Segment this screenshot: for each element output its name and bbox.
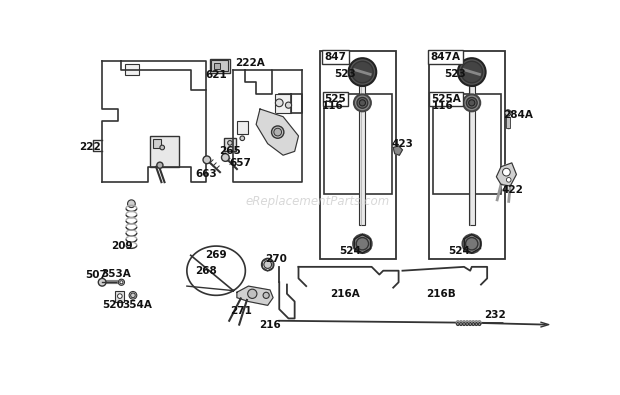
Text: 116: 116 — [432, 101, 453, 111]
Circle shape — [507, 177, 511, 182]
Bar — [430, 51, 505, 259]
Circle shape — [228, 141, 232, 145]
Circle shape — [503, 168, 510, 176]
Text: 525: 525 — [325, 94, 347, 104]
Text: 353A: 353A — [101, 269, 131, 279]
Polygon shape — [256, 109, 298, 155]
Circle shape — [360, 100, 365, 106]
Circle shape — [247, 289, 257, 298]
Circle shape — [128, 200, 135, 207]
Bar — [211, 60, 228, 71]
Circle shape — [357, 98, 368, 108]
Text: 216A: 216A — [330, 289, 360, 299]
Circle shape — [353, 235, 371, 253]
Circle shape — [120, 281, 123, 284]
Text: 269: 269 — [205, 250, 227, 260]
Text: 216B: 216B — [426, 289, 456, 299]
Bar — [153, 139, 161, 148]
Circle shape — [274, 128, 281, 136]
Text: 520: 520 — [102, 299, 124, 310]
Bar — [150, 136, 179, 167]
Bar — [320, 51, 396, 259]
Circle shape — [461, 61, 482, 83]
Bar — [433, 94, 501, 194]
Circle shape — [463, 94, 480, 111]
Bar — [115, 291, 125, 301]
Text: 507: 507 — [85, 269, 107, 280]
Circle shape — [118, 294, 122, 298]
Circle shape — [221, 154, 229, 162]
Circle shape — [356, 237, 368, 250]
Circle shape — [466, 98, 477, 108]
Polygon shape — [497, 163, 516, 186]
Circle shape — [505, 110, 511, 116]
Bar — [324, 94, 392, 194]
Text: 525A: 525A — [432, 94, 461, 104]
Circle shape — [463, 235, 481, 253]
Text: 621: 621 — [205, 70, 227, 80]
Circle shape — [263, 292, 269, 298]
Bar — [224, 138, 236, 150]
Text: 663: 663 — [195, 169, 217, 179]
Text: 284A: 284A — [503, 110, 533, 120]
Text: 222: 222 — [79, 143, 100, 152]
Text: 847A: 847A — [430, 52, 461, 62]
Circle shape — [262, 258, 274, 271]
Polygon shape — [393, 146, 402, 155]
Bar — [210, 59, 230, 73]
Circle shape — [99, 278, 106, 286]
Text: 423: 423 — [391, 139, 414, 149]
Text: 265: 265 — [219, 147, 241, 156]
Circle shape — [203, 156, 211, 164]
Circle shape — [275, 99, 283, 107]
Text: 116: 116 — [322, 101, 344, 111]
Text: 523: 523 — [334, 70, 356, 79]
Text: 523: 523 — [444, 70, 466, 79]
Circle shape — [264, 261, 272, 268]
Bar — [237, 120, 249, 134]
Circle shape — [118, 279, 125, 285]
Text: 209: 209 — [112, 241, 133, 251]
Text: 232: 232 — [484, 310, 506, 320]
Bar — [469, 86, 475, 224]
Text: 524: 524 — [339, 246, 361, 256]
Text: 222A: 222A — [235, 58, 265, 68]
Bar — [214, 63, 220, 69]
Circle shape — [285, 102, 291, 108]
Circle shape — [354, 94, 371, 111]
Text: 422: 422 — [502, 185, 523, 195]
Circle shape — [240, 136, 245, 141]
Bar — [275, 94, 291, 113]
Text: eReplacementParts.com: eReplacementParts.com — [246, 195, 390, 208]
Circle shape — [352, 61, 373, 83]
Circle shape — [458, 58, 485, 86]
Polygon shape — [237, 286, 273, 305]
Circle shape — [160, 145, 164, 150]
Text: 657: 657 — [230, 158, 252, 168]
Text: 524: 524 — [448, 246, 471, 256]
Circle shape — [469, 100, 475, 106]
Circle shape — [348, 58, 376, 86]
Bar — [360, 86, 366, 224]
Circle shape — [272, 126, 284, 138]
Text: 271: 271 — [230, 306, 252, 316]
Circle shape — [157, 162, 163, 168]
Text: 847: 847 — [324, 52, 347, 62]
Circle shape — [466, 237, 478, 250]
Text: 216: 216 — [259, 320, 281, 329]
Text: 354A: 354A — [122, 299, 152, 310]
Bar — [125, 64, 139, 75]
Circle shape — [131, 293, 135, 298]
Text: 270: 270 — [265, 254, 287, 264]
Circle shape — [129, 292, 137, 299]
Bar — [506, 117, 510, 128]
Text: 268: 268 — [195, 266, 217, 276]
